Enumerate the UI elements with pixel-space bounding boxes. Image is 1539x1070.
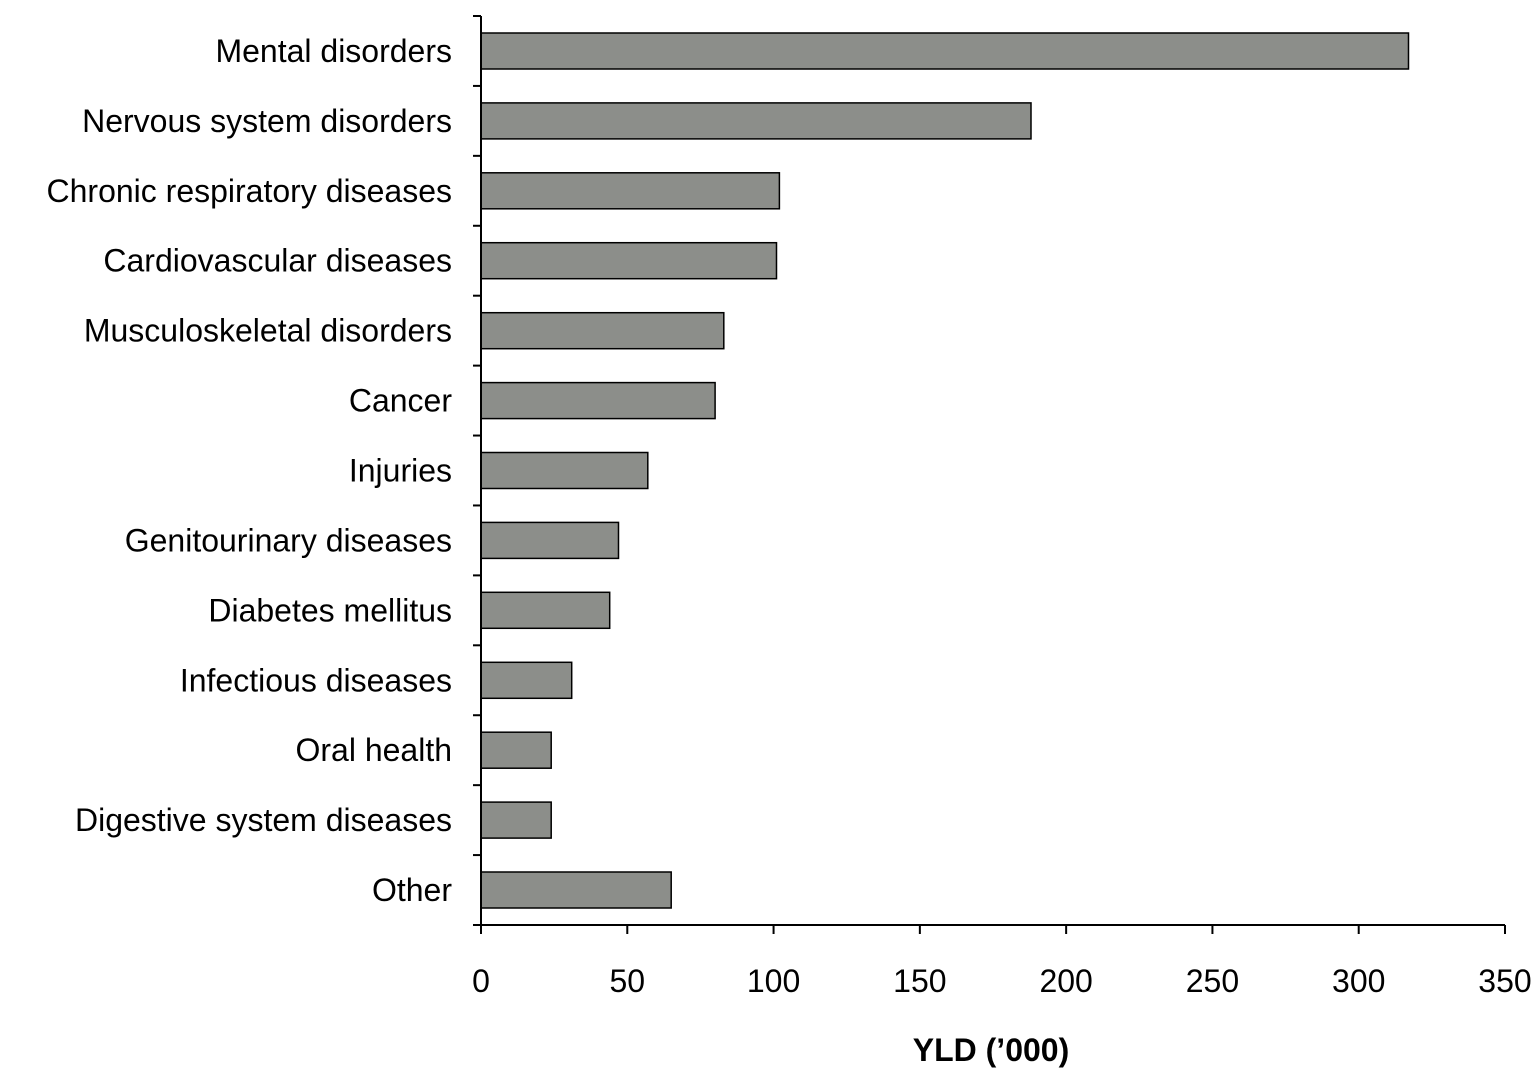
x-tick-label: 200	[1039, 963, 1092, 999]
category-label: Other	[372, 872, 452, 908]
axes-group	[473, 15, 1506, 934]
bar	[480, 801, 552, 839]
category-label: Oral health	[295, 732, 452, 768]
category-label: Musculoskeletal disorders	[84, 313, 452, 349]
category-label: Cardiovascular diseases	[103, 243, 452, 279]
category-label: Genitourinary diseases	[125, 522, 452, 558]
bar	[480, 731, 552, 769]
bar	[480, 521, 620, 560]
bar	[480, 871, 672, 909]
x-tick-label: 350	[1478, 963, 1531, 999]
category-label: Nervous system disorders	[82, 103, 452, 139]
category-label: Digestive system diseases	[75, 802, 452, 838]
x-tick-label: 50	[609, 963, 645, 999]
bar	[480, 381, 716, 420]
category-label: Cancer	[349, 383, 453, 419]
x-tick-label: 250	[1186, 963, 1239, 999]
category-label: Chronic respiratory diseases	[47, 173, 453, 209]
x-tick-label: 0	[472, 963, 490, 999]
x-tick-label: 300	[1332, 963, 1385, 999]
category-label: Injuries	[349, 453, 452, 489]
x-tick-label: 100	[747, 963, 800, 999]
bar	[480, 241, 778, 280]
bar	[480, 102, 1032, 140]
bar	[480, 311, 725, 350]
bar	[480, 591, 611, 630]
category-label: Diabetes mellitus	[208, 592, 452, 628]
bars-group	[480, 32, 1410, 909]
x-axis-title: YLD (’000)	[913, 1032, 1069, 1068]
bar	[480, 451, 649, 490]
category-label: Mental disorders	[215, 33, 452, 69]
bar	[480, 661, 573, 700]
bar	[480, 172, 781, 210]
x-tick-label: 150	[893, 963, 946, 999]
bar	[480, 32, 1410, 70]
labels-group: Mental disorders Nervous system disorders…	[47, 33, 1532, 999]
category-label: Infectious diseases	[180, 662, 452, 698]
